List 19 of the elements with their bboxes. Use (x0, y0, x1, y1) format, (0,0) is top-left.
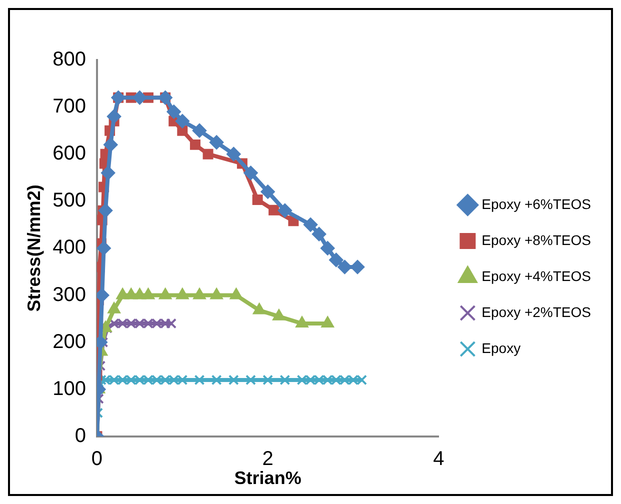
y-tick-label: 600 (52, 142, 86, 165)
y-tick-label: 400 (52, 236, 86, 259)
legend-label: Epoxy +6%TEOS (482, 196, 591, 212)
y-tick-label: 500 (52, 190, 86, 212)
y-tick-label: 700 (52, 96, 86, 118)
y-tick-label: 0 (74, 424, 86, 447)
x-tick-label: 0 (91, 448, 103, 470)
x-tick-label: 2 (262, 448, 274, 470)
y-tick-label: 800 (52, 48, 86, 71)
x-axis-title: Strian% (234, 468, 302, 488)
legend-label: Epoxy +4%TEOS (482, 268, 591, 284)
y-tick-label: 100 (52, 378, 86, 400)
y-tick-label: 300 (52, 284, 86, 306)
legend-label: Epoxy +8%TEOS (482, 232, 591, 248)
x-tick-label: 4 (433, 448, 444, 470)
y-tick-label: 200 (52, 330, 86, 353)
legend-label: Epoxy +2%TEOS (482, 304, 591, 320)
y-axis-title: Stress(N/mm2) (24, 184, 44, 312)
legend-label: Epoxy (482, 340, 521, 356)
